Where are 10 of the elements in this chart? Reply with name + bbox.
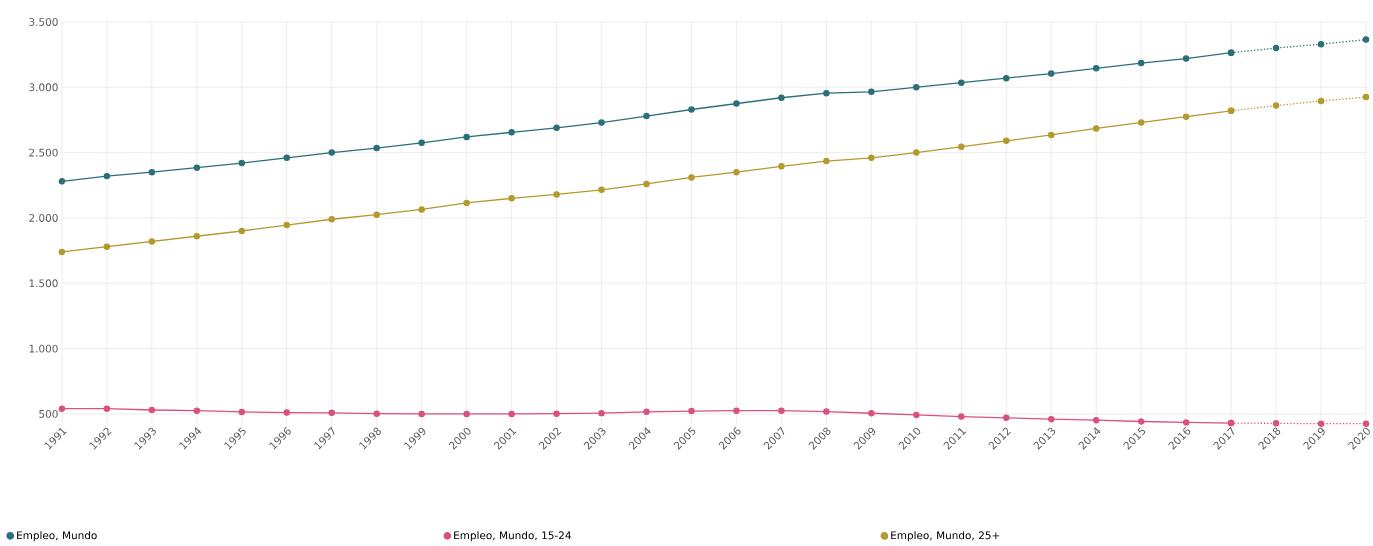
legend-label: Empleo, Mundo, 15-24 <box>454 531 571 542</box>
y-tick-label: 2.000 <box>29 213 58 222</box>
y-tick-label: 2.500 <box>29 148 58 157</box>
y-tick-label: 3.500 <box>29 17 58 26</box>
y-tick-label: 500 <box>39 409 58 418</box>
y-tick-label: 1.000 <box>29 344 58 353</box>
y-tick-label: 3.000 <box>29 83 58 92</box>
y-tick-label: 1.500 <box>29 279 58 288</box>
legend-label: Empleo, Mundo, 25+ <box>891 531 1000 542</box>
legend-label: Empleo, Mundo <box>17 531 97 542</box>
